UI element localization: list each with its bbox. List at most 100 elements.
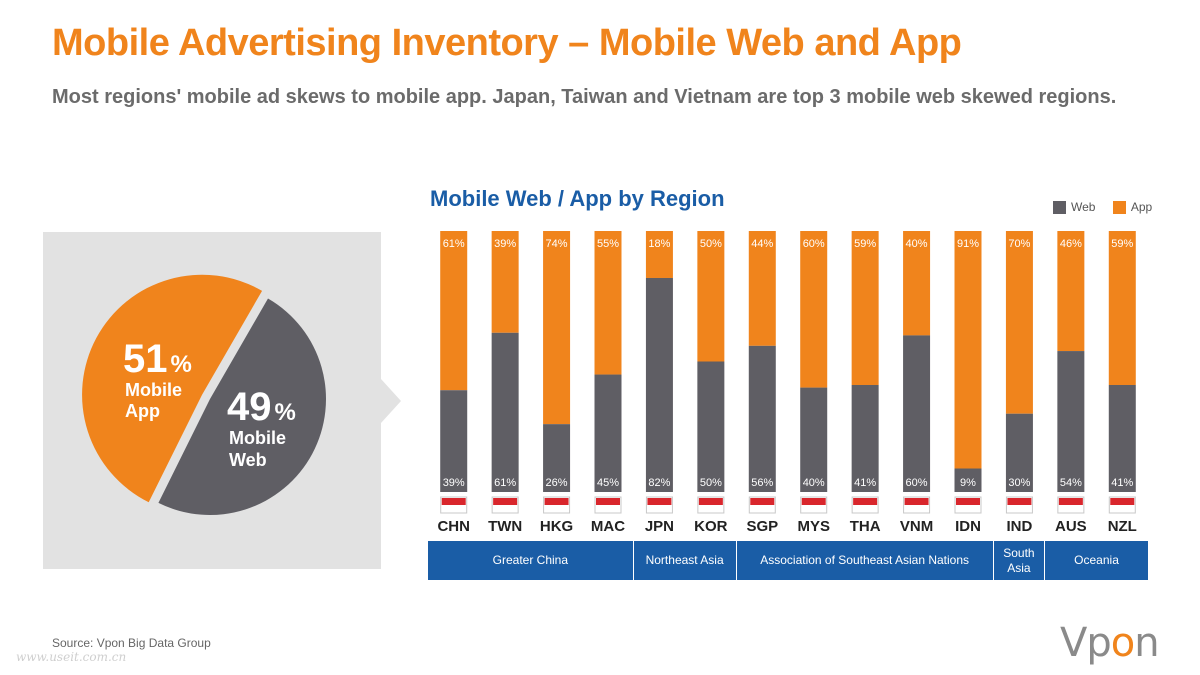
flag-sgp-icon [748,496,776,514]
pie-web-percent: 49% [227,385,296,429]
legend-item-web: Web [1053,200,1096,215]
legend-item-app: App [1112,200,1153,215]
bar-web-sgp [748,345,776,492]
bar-web-vnm [903,335,931,492]
label-web-mys: 40% [803,477,825,489]
category-label-tha: THA [850,518,881,535]
bar-app-mys [800,231,828,388]
category-label-mac: MAC [591,518,625,535]
category-label-chn: CHN [437,518,470,535]
bar-app-vnm [903,231,931,336]
bar-app-tha [851,231,879,385]
pie-web-label-line1: Mobile [229,428,286,448]
label-app-ind: 70% [1008,238,1030,250]
bar-app-idn [954,231,982,469]
watermark: www.useit.com.cn [16,650,127,664]
label-app-kor: 50% [700,238,722,250]
flag-mys-icon [800,496,828,514]
label-web-vnm: 60% [906,477,928,489]
region-band: Greater China Northeast Asia Association o… [428,541,1148,580]
category-label-hkg: HKG [540,518,573,535]
pie-app-label-line1: Mobile [125,380,182,400]
stacked-bar-chart: 61% 39% CHN 39% 61% TWN 74% 26% HKG 55% 45% MAC 18% 8… [437,231,1137,535]
logo-text-end: n [1134,620,1159,666]
label-web-sgp: 56% [751,477,773,489]
region-south-asia: South Asia [993,541,1046,580]
category-label-jpn: JPN [645,518,674,535]
bar-app-jpn [645,231,673,278]
bar-app-nzl [1108,231,1136,385]
label-web-idn: 9% [960,477,976,489]
legend-label-web: Web [1071,200,1096,214]
logo-text-start: Vp [1060,620,1112,666]
bar-web-aus [1057,351,1085,492]
pie-pointer-arrow [381,379,401,423]
flag-jpn-icon [645,496,673,514]
flag-nzl-icon [1108,496,1136,514]
bar-app-ind [1005,231,1033,414]
bar-web-hkg [543,424,571,492]
pie-slice-app [82,274,263,503]
bar-web-nzl [1108,384,1136,492]
bar-web-mys [800,387,828,492]
region-greater-china: Greater China [428,541,634,580]
label-app-hkg: 74% [546,238,568,250]
bar-web-kor [697,361,725,492]
legend-label-app: App [1130,200,1153,214]
category-label-mys: MYS [797,518,830,535]
label-app-idn: 91% [957,238,979,250]
legend-swatch-app [1112,201,1126,215]
label-app-tha: 59% [854,238,876,250]
label-web-twn: 61% [494,477,516,489]
bar-web-idn [954,468,982,492]
region-association-of-southeast-asian-nations: Association of Southeast Asian Nations [736,541,994,580]
pie-web-label-line2: Web [229,450,267,470]
category-label-ind: IND [1007,518,1033,535]
flag-vnm-icon [903,496,931,514]
label-app-nzl: 59% [1111,238,1133,250]
label-web-jpn: 82% [648,477,670,489]
page-title: Mobile Advertising Inventory – Mobile We… [52,22,962,64]
label-app-chn: 61% [443,238,465,250]
label-web-hkg: 26% [546,477,568,489]
pie-app-percent: 51% [123,337,192,381]
bar-web-twn [491,332,519,492]
bar-web-ind [1005,413,1033,492]
label-app-jpn: 18% [648,238,670,250]
label-app-mac: 55% [597,238,619,250]
vpon-logo: Vpon [1060,620,1160,666]
label-web-mac: 45% [597,477,619,489]
legend-swatch-web [1053,201,1066,215]
flag-twn-icon [491,496,519,514]
logo-text-accent: o [1110,620,1136,666]
flag-chn-icon [440,496,468,514]
pie-slice-web [158,298,326,515]
category-label-idn: IDN [955,518,981,535]
label-web-kor: 50% [700,477,722,489]
bar-app-kor [697,231,725,362]
category-label-aus: AUS [1055,518,1087,535]
label-web-ind: 30% [1008,477,1030,489]
bar-app-sgp [748,231,776,346]
category-label-nzl: NZL [1108,518,1137,535]
page-subtitle: Most regions' mobile ad skews to mobile … [52,86,1117,108]
flag-hkg-icon [543,496,571,514]
category-label-twn: TWN [488,518,522,535]
bar-web-tha [851,384,879,492]
label-app-aus: 46% [1060,238,1082,250]
bar-app-aus [1057,231,1085,352]
category-label-vnm: VNM [900,518,933,535]
label-web-nzl: 41% [1111,477,1133,489]
flag-tha-icon [851,496,879,514]
bar-web-chn [440,390,468,492]
chart-title: Mobile Web / App by Region [430,186,725,211]
label-app-mys: 60% [803,238,825,250]
bar-app-mac [594,231,622,375]
label-app-twn: 39% [494,238,516,250]
flag-idn-icon [954,496,982,514]
label-web-chn: 39% [443,477,465,489]
flag-ind-icon [1005,496,1033,514]
legend: Web App [1053,200,1153,215]
bar-app-twn [491,231,519,333]
